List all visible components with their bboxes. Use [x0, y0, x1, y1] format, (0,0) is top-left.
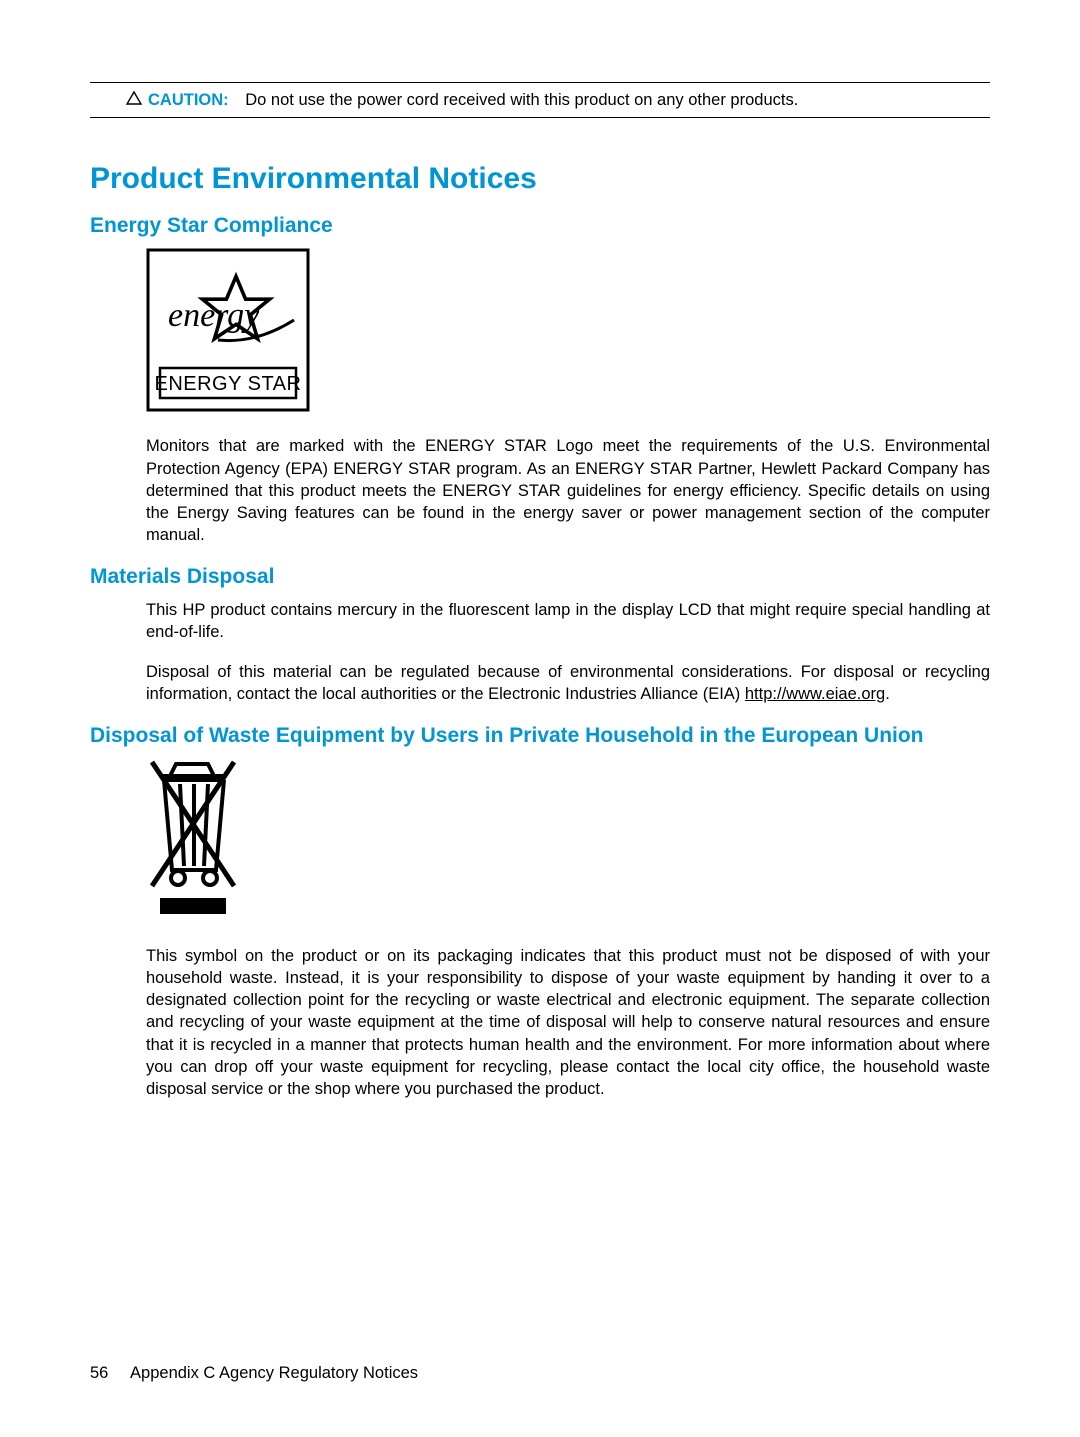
- energy-star-logo-icon: energy ENERGY STAR: [146, 248, 990, 417]
- caution-text: Do not use the power cord received with …: [245, 91, 798, 109]
- svg-text:ENERGY STAR: ENERGY STAR: [154, 373, 301, 395]
- weee-bin-icon: [146, 758, 990, 923]
- page-number: 56: [90, 1364, 108, 1382]
- weee-block: This symbol on the product or on its pac…: [146, 758, 990, 1101]
- weee-body: This symbol on the product or on its pac…: [146, 945, 990, 1101]
- page-title: Product Environmental Notices: [90, 162, 990, 196]
- heading-materials-disposal: Materials Disposal: [90, 565, 990, 589]
- svg-text:energy: energy: [168, 297, 260, 334]
- materials-p1: This HP product contains mercury in the …: [146, 599, 990, 644]
- energy-star-body: Monitors that are marked with the ENERGY…: [146, 435, 990, 546]
- caution-triangle-icon: [126, 89, 148, 111]
- footer-section: Appendix C Agency Regulatory Notices: [130, 1364, 418, 1382]
- materials-block: This HP product contains mercury in the …: [146, 599, 990, 706]
- caution-label: CAUTION:: [148, 91, 229, 109]
- materials-p2-tail: .: [885, 685, 890, 703]
- energy-star-block: energy ENERGY STAR Monitors that are mar…: [146, 248, 990, 546]
- heading-energy-star: Energy Star Compliance: [90, 214, 990, 238]
- heading-weee: Disposal of Waste Equipment by Users in …: [90, 724, 990, 748]
- materials-p2: Disposal of this material can be regulat…: [146, 661, 990, 706]
- caution-box: CAUTION: Do not use the power cord recei…: [90, 82, 990, 118]
- document-page: CAUTION: Do not use the power cord recei…: [0, 0, 1080, 1437]
- page-footer: 56 Appendix C Agency Regulatory Notices: [90, 1364, 418, 1383]
- eiae-link[interactable]: http://www.eiae.org: [745, 685, 885, 703]
